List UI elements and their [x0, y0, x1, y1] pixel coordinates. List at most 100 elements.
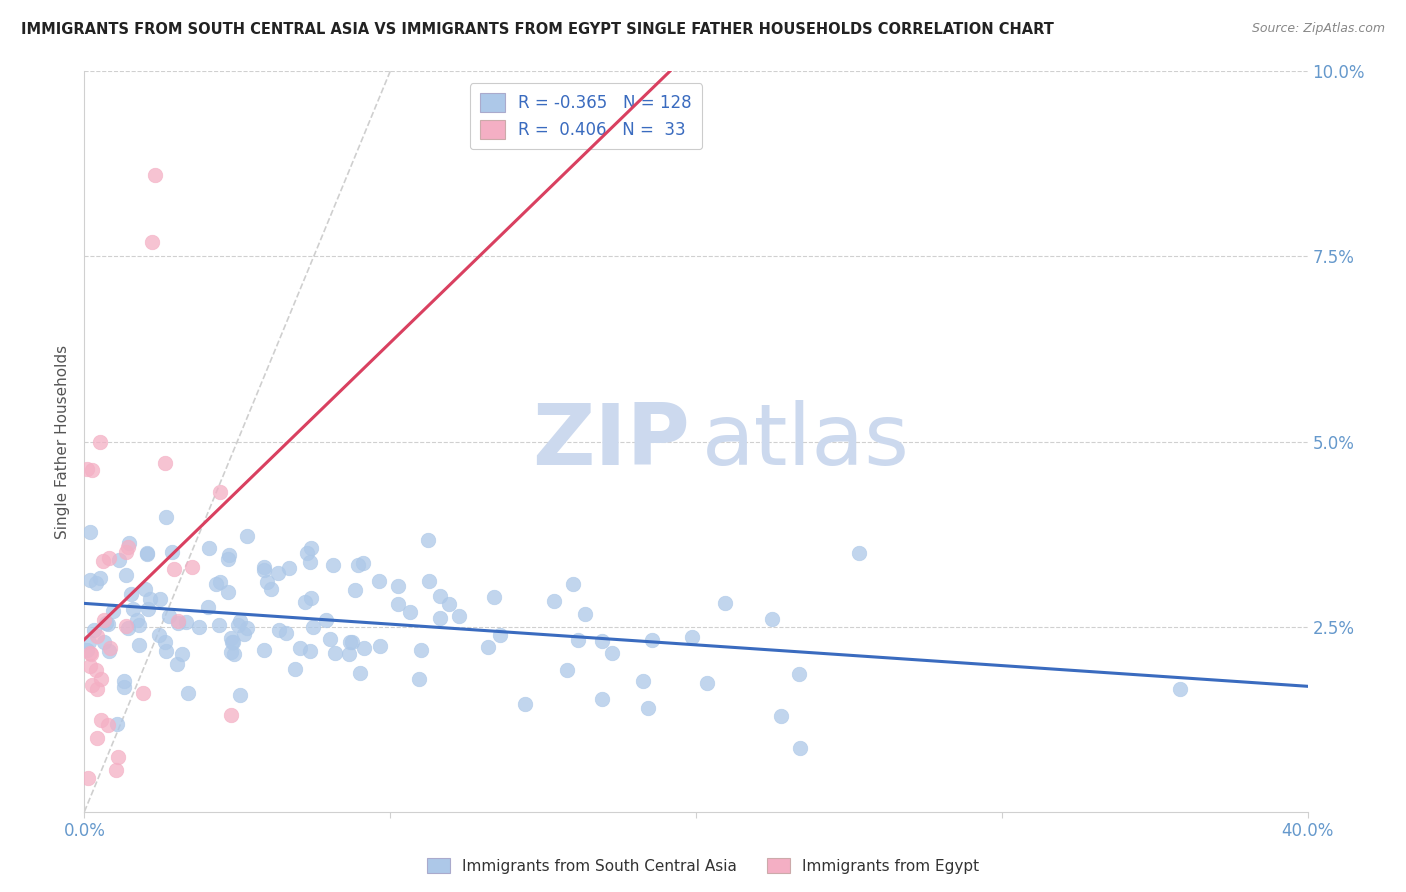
Point — [631, 673, 654, 688]
Point — [79, 573, 101, 587]
Point — [135, 548, 157, 562]
Point — [84, 663, 107, 677]
Point — [86, 681, 108, 696]
Point — [600, 646, 623, 660]
Point — [339, 635, 361, 649]
Point — [769, 709, 792, 723]
Point — [224, 648, 246, 662]
Point — [98, 640, 121, 655]
Point — [90, 672, 112, 686]
Point — [411, 642, 433, 657]
Point — [174, 615, 197, 629]
Text: atlas: atlas — [702, 400, 910, 483]
Point — [848, 545, 870, 559]
Point — [228, 688, 250, 702]
Point — [98, 550, 121, 565]
Point — [114, 680, 136, 694]
Point — [122, 602, 145, 616]
Point — [135, 546, 157, 560]
Point — [188, 620, 211, 634]
Point — [117, 622, 139, 636]
Point — [236, 529, 259, 543]
Point — [294, 595, 316, 609]
Point — [482, 590, 505, 604]
Point — [233, 626, 256, 640]
Point — [172, 647, 194, 661]
Point — [418, 574, 440, 589]
Point — [714, 596, 737, 610]
Point — [513, 698, 536, 712]
Point — [94, 616, 117, 631]
Point — [299, 555, 322, 569]
Point — [387, 598, 409, 612]
Point — [574, 607, 596, 622]
Point — [107, 749, 129, 764]
Point — [105, 717, 128, 731]
Point — [543, 593, 565, 607]
Point — [97, 644, 120, 658]
Legend: Immigrants from South Central Asia, Immigrants from Egypt: Immigrants from South Central Asia, Immi… — [420, 852, 986, 880]
Point — [591, 634, 613, 648]
Point — [208, 617, 231, 632]
Text: IMMIGRANTS FROM SOUTH CENTRAL ASIA VS IMMIGRANTS FROM EGYPT SINGLE FATHER HOUSEH: IMMIGRANTS FROM SOUTH CENTRAL ASIA VS IM… — [21, 22, 1054, 37]
Point — [217, 552, 239, 566]
Text: Source: ZipAtlas.com: Source: ZipAtlas.com — [1251, 22, 1385, 36]
Point — [155, 456, 177, 470]
Point — [127, 613, 149, 627]
Point — [315, 613, 337, 627]
Point — [489, 628, 512, 642]
Point — [228, 614, 250, 628]
Point — [120, 586, 142, 600]
Point — [637, 701, 659, 715]
Point — [90, 713, 112, 727]
Point — [89, 434, 111, 449]
Point — [83, 624, 105, 638]
Point — [105, 763, 128, 777]
Point — [439, 597, 461, 611]
Point — [343, 582, 366, 597]
Legend: R = -0.365   N = 128, R =  0.406   N =  33: R = -0.365 N = 128, R = 0.406 N = 33 — [470, 83, 702, 149]
Point — [260, 582, 283, 596]
Point — [787, 666, 810, 681]
Point — [284, 662, 307, 676]
Point — [139, 591, 162, 606]
Point — [299, 541, 322, 555]
Point — [80, 462, 103, 476]
Point — [555, 663, 578, 677]
Point — [166, 614, 188, 628]
Point — [97, 718, 120, 732]
Point — [429, 589, 451, 603]
Point — [77, 771, 100, 785]
Point — [221, 634, 243, 648]
Point — [253, 563, 276, 577]
Point — [761, 612, 783, 626]
Point — [235, 621, 257, 635]
Point — [198, 541, 221, 556]
Point — [219, 708, 242, 723]
Y-axis label: Single Father Households: Single Father Households — [55, 344, 70, 539]
Point — [76, 643, 98, 657]
Point — [79, 525, 101, 540]
Point — [253, 642, 276, 657]
Point — [418, 533, 440, 547]
Point — [477, 640, 499, 655]
Point — [79, 646, 101, 660]
Point — [408, 672, 430, 686]
Point — [298, 643, 321, 657]
Point — [108, 553, 131, 567]
Point — [267, 566, 290, 580]
Point — [155, 510, 177, 524]
Point — [166, 657, 188, 671]
Point — [181, 560, 204, 574]
Point — [368, 574, 391, 588]
Point — [219, 632, 242, 646]
Point — [134, 582, 156, 596]
Point — [641, 633, 664, 648]
Point — [166, 615, 188, 630]
Point — [353, 641, 375, 656]
Point — [449, 608, 471, 623]
Point — [323, 646, 346, 660]
Point — [346, 558, 368, 572]
Point — [368, 639, 391, 653]
Point — [128, 618, 150, 632]
